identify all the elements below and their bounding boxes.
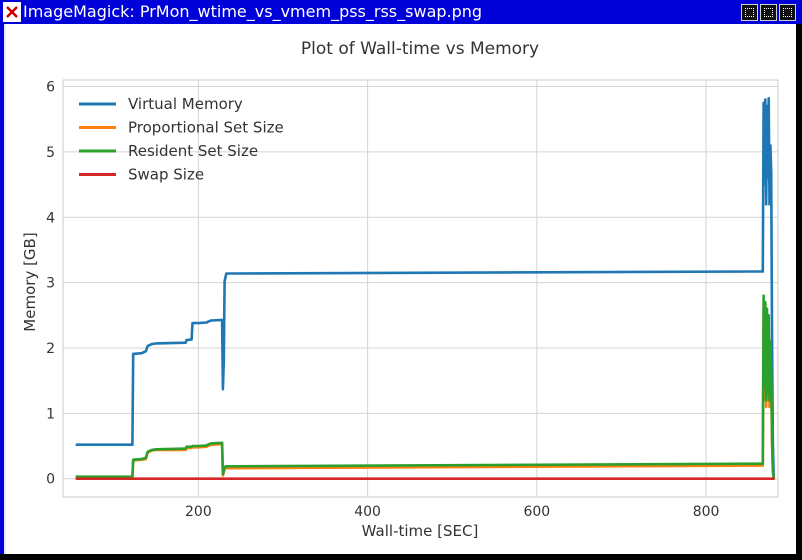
window-frame-inner xyxy=(4,24,6,554)
legend-label: Proportional Set Size xyxy=(128,119,284,137)
legend-label: Swap Size xyxy=(128,166,204,184)
y-tick-label: 3 xyxy=(46,276,55,292)
x-tick-label: 600 xyxy=(523,504,550,520)
y-tick-label: 2 xyxy=(46,341,55,357)
y-tick-label: 0 xyxy=(46,472,55,488)
window-frame-left xyxy=(0,24,4,560)
legend-label: Resident Set Size xyxy=(128,142,258,160)
series-line-1 xyxy=(75,97,776,481)
minimize-icon[interactable] xyxy=(741,3,758,21)
x-tick-label: 200 xyxy=(185,504,212,520)
window-controls xyxy=(741,3,796,21)
maximize-icon[interactable] xyxy=(760,3,777,21)
tick-labels: 200 400 600 800 0 1 2 3 4 5 6 xyxy=(46,80,719,520)
window-frame-right xyxy=(796,24,802,560)
y-tick-label: 1 xyxy=(46,406,55,422)
chart-title: Plot of Wall-time vs Memory xyxy=(301,39,539,59)
x-tick-label: 800 xyxy=(693,504,720,520)
grid xyxy=(63,80,778,497)
y-tick-label: 4 xyxy=(46,210,55,226)
window-title: ImageMagick: PrMon_wtime_vs_vmem_pss_rss… xyxy=(23,2,483,21)
legend-label: Virtual Memory xyxy=(128,95,243,113)
series-line-2 xyxy=(75,307,776,481)
y-tick-label: 5 xyxy=(46,145,55,161)
y-tick-label: 6 xyxy=(46,80,55,96)
y-axis-label: Memory [GB] xyxy=(21,232,39,331)
series-layer xyxy=(75,97,776,481)
window-frame-bottom xyxy=(0,554,802,560)
x-axis-label: Wall-time [SEC] xyxy=(362,522,479,540)
legend: Virtual Memory Proportional Set Size Resid… xyxy=(79,95,284,184)
close-icon[interactable] xyxy=(3,2,21,22)
window-titlebar[interactable]: ImageMagick: PrMon_wtime_vs_vmem_pss_rss… xyxy=(0,0,802,24)
series-line-3 xyxy=(75,294,776,481)
plot-frame xyxy=(62,79,779,498)
window-close-icon[interactable] xyxy=(779,3,796,21)
x-tick-label: 400 xyxy=(354,504,381,520)
close-x-icon xyxy=(6,6,18,18)
